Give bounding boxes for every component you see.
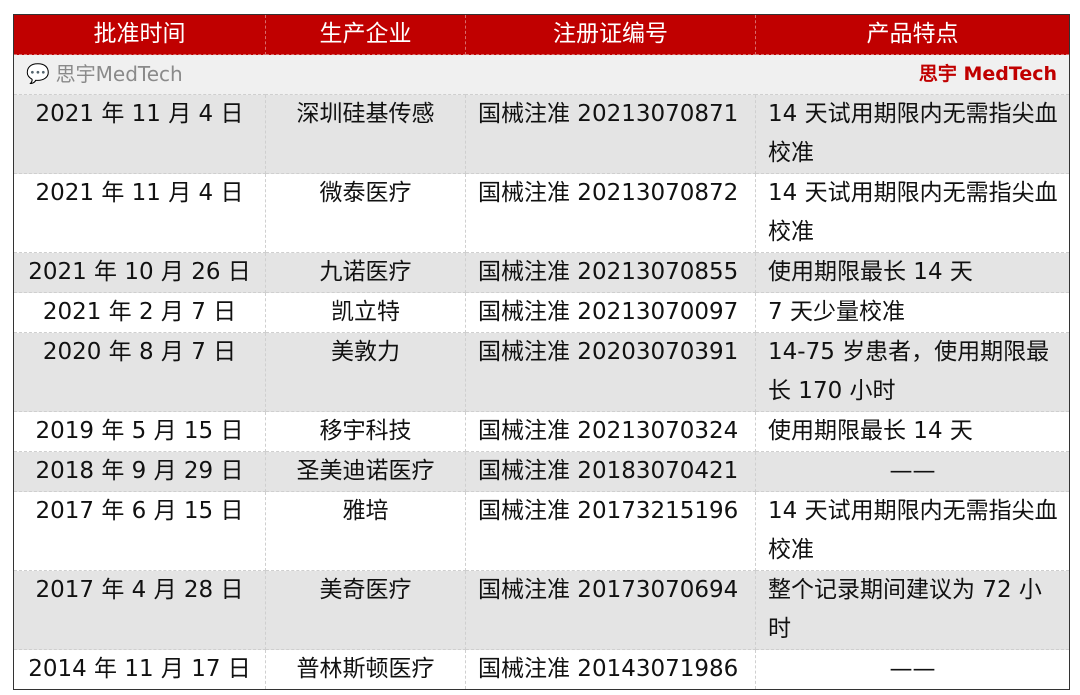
table-row: 2019 年 5 月 15 日移宇科技 国械注准 20213070324 使用期限最… (13, 411, 1070, 452)
watermark: 💬 思宇MedTech (26, 55, 183, 94)
approval-date-cell: 2021 年 10 月 26 日 (13, 252, 266, 293)
registration-number-cell: 国械注准 20173070694 (465, 570, 756, 650)
table-row: 2021 年 11 月 4 日深圳硅基传感 国械注准 20213070871 14 … (13, 94, 1070, 174)
feature-cell: —— (755, 451, 1070, 492)
registration-number-cell: 国械注准 20213070855 (465, 252, 756, 293)
registration-number-cell: 国械注准 20213070324 (465, 411, 756, 452)
company-cell: 圣美迪诺医疗 (265, 451, 466, 492)
company-cell: 凯立特 (265, 292, 466, 333)
registration-number-cell: 国械注准 20213070871 (465, 94, 756, 174)
table-row: 2021 年 10 月 26 日九诺医疗 国械注准 20213070855 使用期限… (13, 252, 1070, 293)
company-cell: 美敦力 (265, 332, 466, 412)
feature-cell: 14-75 岁患者，使用期限最长 170 小时 (755, 332, 1070, 412)
feature-cell: 7 天少量校准 (755, 292, 1070, 333)
approval-date-cell: 2021 年 11 月 4 日 (13, 173, 266, 253)
registration-number-cell: 国械注准 20173215196 (465, 491, 756, 571)
brand-inner: 💬 思宇MedTech 思宇 MedTech (26, 55, 1057, 94)
table-row: 2014 年 11 月 17 日普林斯顿医疗 国械注准 20143071986 —— (13, 649, 1070, 690)
header-approval-date: 批准时间 (13, 14, 266, 55)
company-cell: 移宇科技 (265, 411, 466, 452)
company-cell: 雅培 (265, 491, 466, 571)
approval-date-cell: 2017 年 6 月 15 日 (13, 491, 266, 571)
table-row: 2017 年 4 月 28 日美奇医疗 国械注准 20173070694 整个记录期… (13, 570, 1070, 650)
registration-number-cell: 国械注准 20143071986 (465, 649, 756, 690)
feature-cell: 14 天试用期限内无需指尖血校准 (755, 173, 1070, 253)
brand-row: 💬 思宇MedTech 思宇 MedTech (13, 54, 1070, 95)
registration-number-cell: 国械注准 20203070391 (465, 332, 756, 412)
watermark-text: 思宇MedTech (55, 62, 183, 86)
registration-number-cell: 国械注准 20213070097 (465, 292, 756, 333)
company-cell: 美奇医疗 (265, 570, 466, 650)
company-cell: 普林斯顿医疗 (265, 649, 466, 690)
wechat-icon: 💬 (26, 63, 50, 85)
approval-date-cell: 2021 年 2 月 7 日 (13, 292, 266, 333)
table-row: 2020 年 8 月 7 日美敦力 国械注准 20203070391 14-75 岁… (13, 332, 1070, 412)
feature-cell: 整个记录期间建议为 72 小时 (755, 570, 1070, 650)
feature-cell: 使用期限最长 14 天 (755, 252, 1070, 293)
feature-cell: —— (755, 649, 1070, 690)
approval-date-cell: 2018 年 9 月 29 日 (13, 451, 266, 492)
approval-date-cell: 2017 年 4 月 28 日 (13, 570, 266, 650)
approval-date-cell: 2020 年 8 月 7 日 (13, 332, 266, 412)
header-registration-number: 注册证编号 (465, 14, 756, 55)
approval-date-cell: 2021 年 11 月 4 日 (13, 94, 266, 174)
cgm-registration-table: 批准时间 生产企业 注册证编号 产品特点 💬 思宇MedTech 思宇 MedT… (13, 14, 1070, 690)
feature-cell: 使用期限最长 14 天 (755, 411, 1070, 452)
table-row: 2021 年 11 月 4 日微泰医疗 国械注准 20213070872 14 天试… (13, 173, 1070, 253)
registration-number-cell: 国械注准 20213070872 (465, 173, 756, 253)
table-row: 2017 年 6 月 15 日雅培 国械注准 20173215196 14 天试用期… (13, 491, 1070, 571)
company-cell: 深圳硅基传感 (265, 94, 466, 174)
approval-date-cell: 2014 年 11 月 17 日 (13, 649, 266, 690)
header-features: 产品特点 (755, 14, 1070, 55)
table-row: 2018 年 9 月 29 日圣美迪诺医疗 国械注准 20183070421 —— (13, 451, 1070, 492)
approval-date-cell: 2019 年 5 月 15 日 (13, 411, 266, 452)
table-row: 2021 年 2 月 7 日凯立特 国械注准 20213070097 7 天少量校准 (13, 292, 1070, 333)
header-row: 批准时间 生产企业 注册证编号 产品特点 (13, 14, 1070, 55)
brand-cell: 💬 思宇MedTech 思宇 MedTech (13, 54, 1070, 95)
feature-cell: 14 天试用期限内无需指尖血校准 (755, 94, 1070, 174)
feature-cell: 14 天试用期限内无需指尖血校准 (755, 491, 1070, 571)
company-cell: 微泰医疗 (265, 173, 466, 253)
company-cell: 九诺医疗 (265, 252, 466, 293)
registration-number-cell: 国械注准 20183070421 (465, 451, 756, 492)
brand-label: 思宇 MedTech (918, 63, 1057, 85)
header-company: 生产企业 (265, 14, 466, 55)
